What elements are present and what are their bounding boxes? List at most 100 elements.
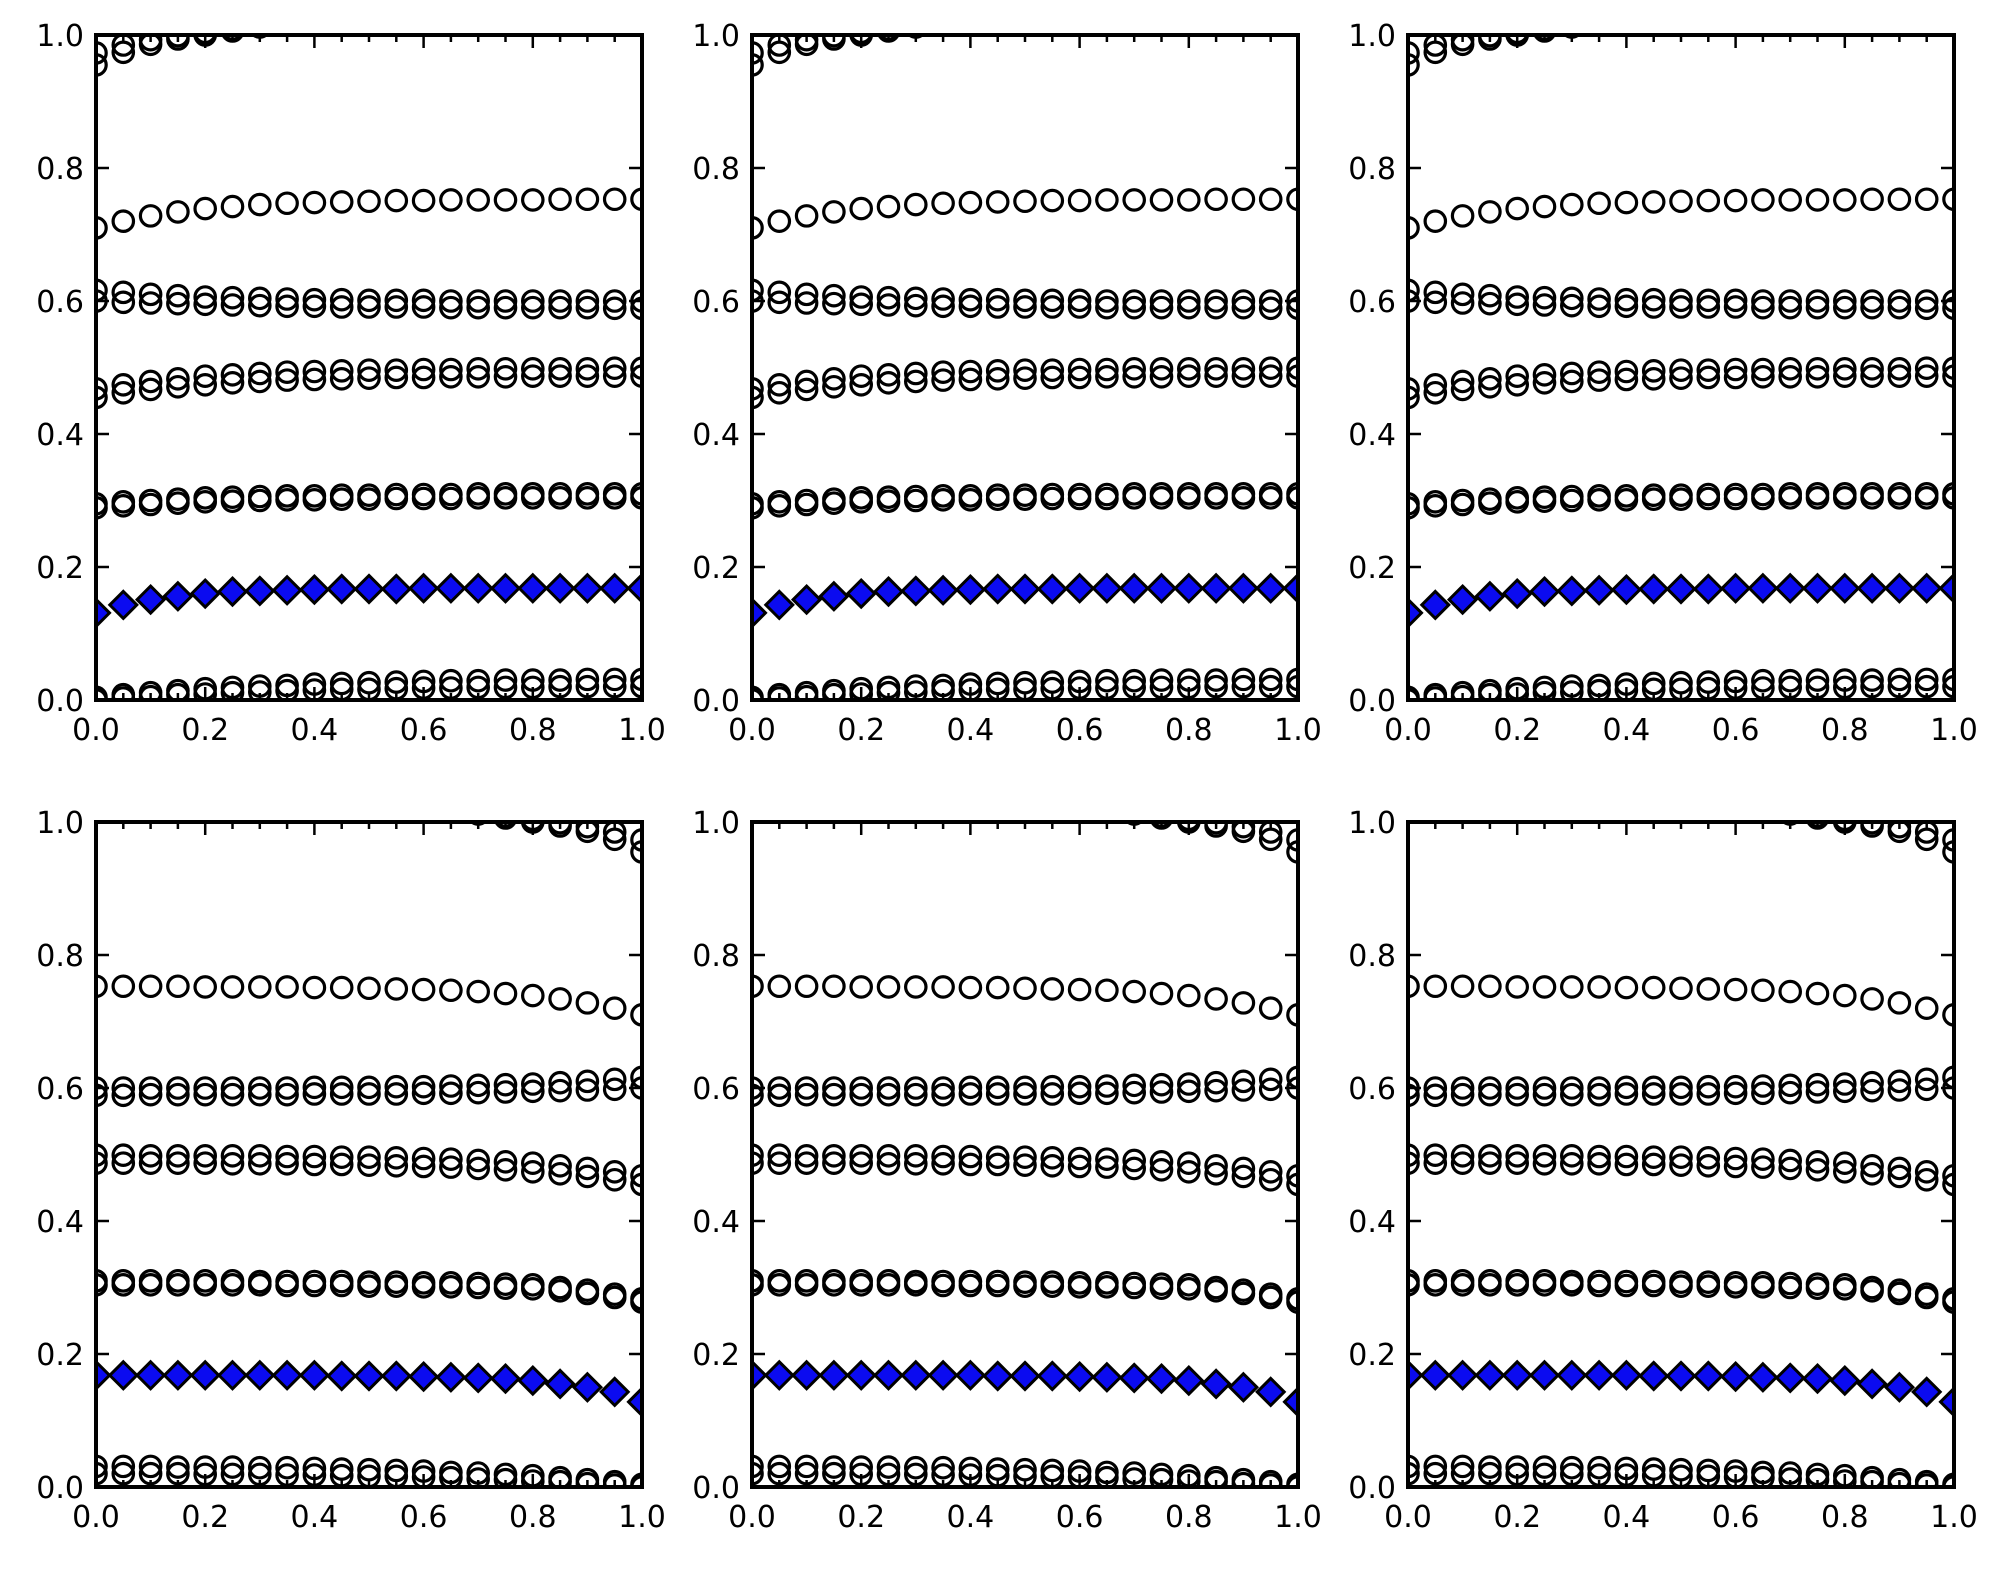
circle-marker (277, 13, 297, 33)
circle-marker (1587, 1152, 1611, 1176)
circle-marker (1122, 188, 1146, 212)
circle-marker (1095, 668, 1119, 693)
circle-marker (193, 285, 217, 309)
x-tick-label: 0.2 (1493, 713, 1541, 748)
circle-marker (1914, 364, 1939, 388)
circle-marker (1887, 1078, 1912, 1102)
circle-marker (1696, 288, 1721, 313)
circle-marker (247, 286, 272, 311)
circle-marker (958, 1144, 983, 1169)
circle-marker (794, 1273, 819, 1297)
circle-marker (1231, 295, 1256, 320)
circle-marker (1177, 188, 1201, 212)
circle-marker (1589, 13, 1609, 33)
diamond-marker (1091, 1361, 1123, 1393)
diamond-marker (544, 572, 576, 604)
circle-marker (193, 372, 217, 397)
circle-marker (1805, 357, 1830, 381)
diamond-marker (927, 574, 959, 606)
diamond-marker (1610, 573, 1643, 606)
circle-marker (1833, 1277, 1857, 1301)
circle-marker (113, 785, 133, 805)
x-tick-label: 0.4 (291, 713, 339, 748)
diamond-marker (1145, 1362, 1178, 1395)
circle-marker (1149, 1467, 1174, 1487)
diamond-marker (1883, 572, 1916, 604)
circle-marker (1778, 365, 1802, 389)
circle-marker (822, 291, 846, 316)
circle-marker (752, 1273, 764, 1297)
circle-marker (1942, 486, 1954, 510)
circle-marker (1450, 492, 1475, 517)
circle-marker (1807, 1, 1827, 21)
y-tick-label: 0.4 (36, 1205, 84, 1240)
diamond-marker (435, 1361, 467, 1393)
circle-marker (1478, 1455, 1502, 1479)
circle-marker (1095, 1275, 1119, 1299)
circle-marker (193, 682, 217, 700)
circle-marker (1560, 286, 1584, 311)
circle-marker (1013, 366, 1037, 390)
circle-marker (1914, 1159, 1939, 1184)
circle-marker (302, 1152, 327, 1177)
diamond-marker (927, 1359, 959, 1391)
diamond-marker (845, 1359, 877, 1391)
x-tick-label: 0.0 (728, 713, 776, 748)
circle-marker (247, 1273, 272, 1297)
series-branch-0p50-upper (752, 356, 1298, 401)
circle-marker (357, 1274, 381, 1298)
circle-marker (275, 191, 299, 216)
circle-marker (111, 1454, 136, 1479)
circle-marker (794, 377, 819, 402)
circle-marker (1614, 1273, 1639, 1298)
circle-marker (1398, 786, 1418, 806)
circle-marker (220, 1152, 245, 1176)
circle-marker (220, 489, 245, 513)
y-tick-label: 0.8 (1348, 152, 1396, 187)
circle-marker (1833, 295, 1857, 320)
circle-marker (1231, 1078, 1256, 1102)
circle-marker (1040, 1082, 1065, 1106)
circle-marker (220, 1273, 245, 1297)
y-tick-label: 0.0 (36, 684, 84, 719)
circle-marker (1206, 0, 1226, 20)
series-branch-near-1p0-upper (1126, 822, 1298, 852)
diamond-marker (1829, 1364, 1861, 1397)
circle-marker (384, 288, 409, 313)
circle-marker (851, 787, 871, 807)
circle-marker (602, 667, 627, 692)
circle-marker (1778, 289, 1802, 313)
circle-marker (1040, 358, 1065, 382)
circle-marker (359, 793, 379, 813)
circle-marker (958, 367, 983, 392)
circle-marker (822, 1082, 846, 1107)
circle-marker (1914, 822, 1939, 844)
circle-marker (1914, 1077, 1939, 1102)
circle-marker (439, 188, 463, 212)
circle-marker (1671, 793, 1691, 813)
circle-marker (302, 1075, 327, 1100)
circle-marker (247, 1076, 272, 1100)
subplot-row0-col0: 0.0 0.2 0.4 0.6 0.8 1.0 0.0 0.2 0.4 0.6 0.8 1.0 (36, 13, 666, 748)
circle-marker (1231, 486, 1256, 510)
circle-marker (1231, 1164, 1256, 1189)
diamond-marker (1911, 1376, 1943, 1408)
circle-marker (939, 35, 947, 36)
diamond-marker (353, 1360, 385, 1392)
x-tick-label: 1.0 (1274, 713, 1322, 748)
circle-marker (466, 486, 490, 510)
circle-marker (1233, 0, 1253, 19)
circle-marker (1914, 827, 1939, 852)
circle-marker (1478, 367, 1502, 391)
circle-marker (1286, 828, 1298, 852)
circle-marker (493, 1072, 518, 1097)
circle-marker (1450, 1151, 1475, 1175)
circle-marker (302, 1273, 327, 1298)
circle-marker (1860, 1154, 1884, 1178)
diamond-marker (189, 1359, 221, 1391)
y-tick-label: 1.0 (1348, 19, 1396, 54)
circle-marker (1778, 295, 1802, 320)
circle-marker (1644, 8, 1664, 28)
circle-marker (602, 187, 627, 212)
circle-marker (166, 1151, 190, 1175)
